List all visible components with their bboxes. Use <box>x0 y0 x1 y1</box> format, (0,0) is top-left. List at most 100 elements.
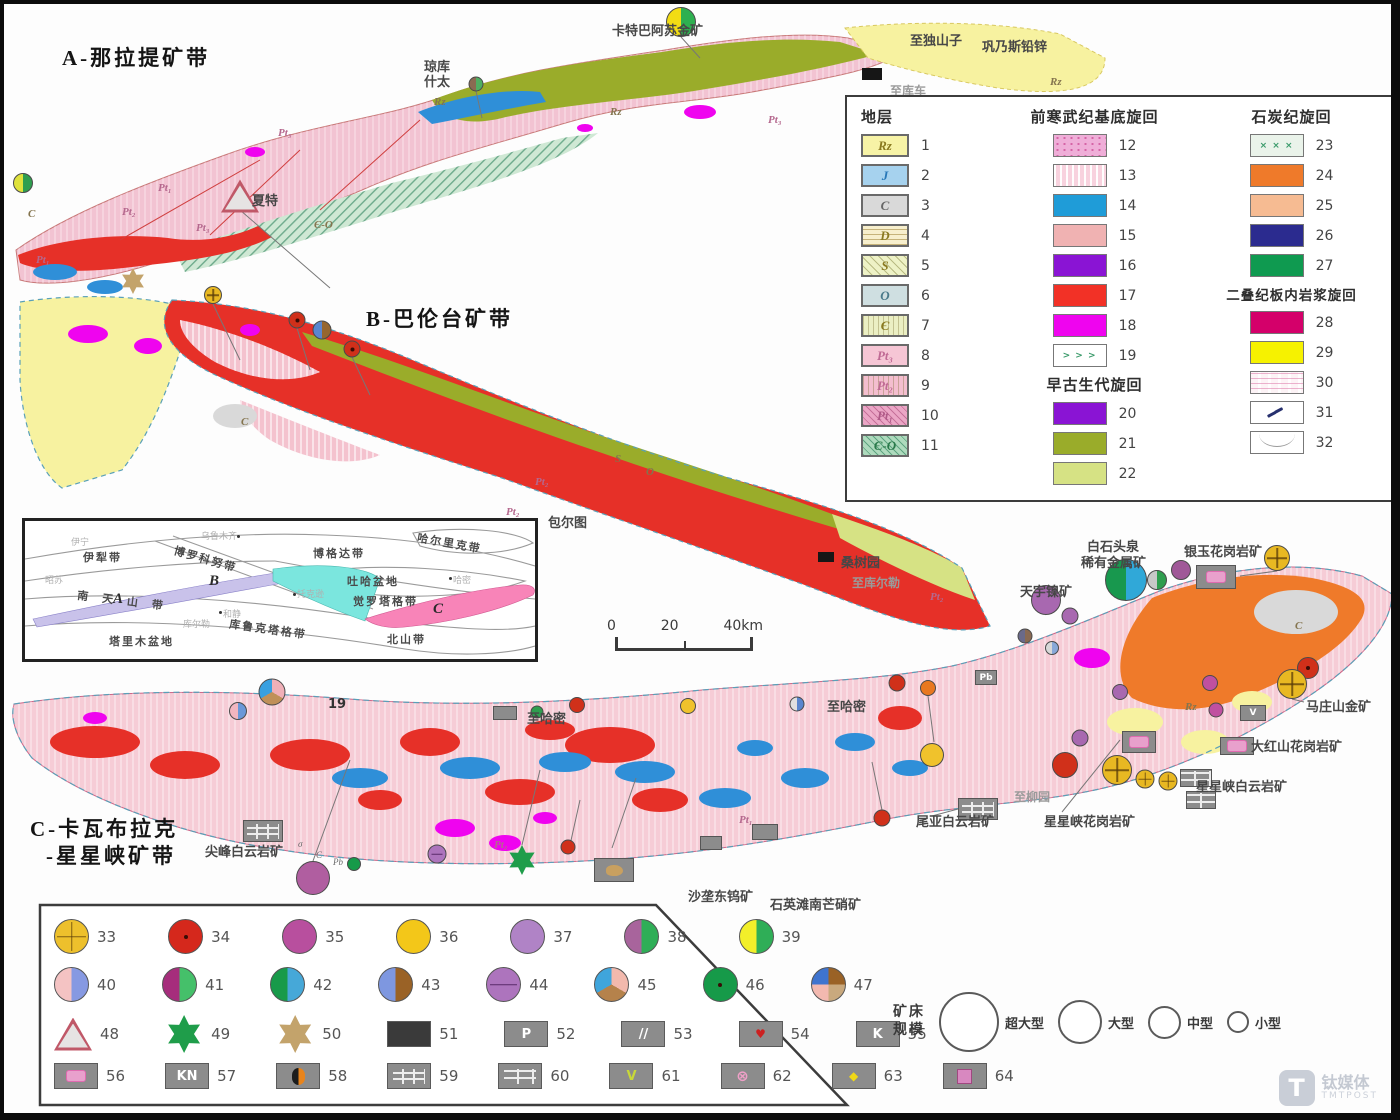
legend-item-14: 14 <box>1052 194 1136 217</box>
unit-label: C <box>1295 620 1303 632</box>
unit-label: O <box>646 466 654 478</box>
inset-band-b: B <box>209 573 220 589</box>
pie-icon <box>396 919 432 954</box>
unit-label: Rz <box>1185 701 1197 713</box>
legend-item-32: 32 <box>1249 431 1333 454</box>
deposit-marker <box>888 674 906 692</box>
inset-tuha-basin: 吐哈盆地 <box>347 576 399 588</box>
label-tianyu-nickel: 天宇镍矿 <box>1020 584 1073 599</box>
legend-item-26: 26 <box>1249 224 1333 247</box>
unit-label: Rz <box>610 106 622 118</box>
symbol-legend-outline <box>38 903 850 1107</box>
legend-swatch <box>1052 284 1107 307</box>
label-yinyu-granite: 银玉花岗岩矿 <box>1184 544 1263 559</box>
unit-label: Pb <box>333 857 343 867</box>
legend-swatch: J <box>861 164 909 187</box>
label-xiate: 夏特 <box>252 193 279 208</box>
deposit-marker <box>229 702 247 720</box>
scale-40km: 40km <box>723 618 763 634</box>
legend-header-early-paleozoic: 早古生代旋回 <box>1046 378 1143 394</box>
legend-item-25: 25 <box>1249 194 1333 217</box>
legend-swatch <box>1249 254 1304 277</box>
industry-symbol <box>752 824 778 840</box>
symbol-35: 35 <box>282 919 344 954</box>
unit-label: Pt₂ <box>535 476 549 488</box>
unit-label: Є-O <box>314 219 333 231</box>
label-to-hami: 至哈密 <box>527 711 567 726</box>
triangle-marker-xiate <box>221 179 259 213</box>
unit-label: Pt₂ <box>122 206 136 218</box>
legend-swatch <box>1249 371 1304 394</box>
deposit-marker <box>1208 702 1224 718</box>
legend-item-29: 29 <box>1249 341 1333 364</box>
deposit-symbol-legend: 33 34 35 36 37 38 39 40 41 42 43 44 45 4… <box>38 903 1014 1108</box>
deposit-marker <box>1071 729 1089 747</box>
legend-item-15: 15 <box>1052 224 1136 247</box>
unit-label: Rz <box>1050 76 1062 88</box>
box-icon-brick <box>387 1063 432 1089</box>
route-symbol <box>862 68 882 80</box>
box-icon-split <box>276 1063 321 1089</box>
symbol-53: //53 <box>621 1021 693 1047</box>
symbol-34: 34 <box>168 919 230 954</box>
legend-item-13: 13 <box>1052 164 1136 187</box>
label-to-dushanzi: 至独山子 <box>910 33 963 48</box>
deposit-marker-tianyu <box>1031 585 1061 615</box>
deposit-scale-key: 矿床 规模 超大型 大型 中型 小型 <box>893 992 1281 1052</box>
symbol-46: 46 <box>702 967 765 1002</box>
box-icon-pill <box>54 1063 98 1089</box>
legend-swatch: Pt₁ <box>861 404 909 427</box>
pie-icon <box>378 967 414 1002</box>
deposit-marker-baishitouquan <box>1105 559 1147 601</box>
inset-city: 和静 <box>223 609 242 619</box>
legend-swatch <box>1052 194 1107 217</box>
legend-item-18: 18 <box>1052 314 1136 337</box>
size-circle <box>939 992 999 1052</box>
inset-city: 哈密 <box>453 575 472 585</box>
pie-icon <box>168 919 204 954</box>
symbol-57: KN 57 <box>165 1063 236 1089</box>
box-icon-k: K <box>855 1021 900 1047</box>
belt-b-title: B-巴伦台矿带 <box>366 307 513 331</box>
label-baishitouquan-line1: 白石头泉 <box>1087 539 1140 554</box>
legend-item-24: 24 <box>1249 164 1333 187</box>
legend-swatch <box>1249 194 1304 217</box>
industry-symbol-pill <box>1196 565 1236 589</box>
deposit-marker <box>204 286 222 304</box>
scale-0: 0 <box>607 618 616 634</box>
inset-band-c: C <box>433 601 444 617</box>
deposit-marker <box>1112 684 1128 700</box>
legend-swatch <box>1052 164 1107 187</box>
deposit-marker <box>1102 755 1132 785</box>
inset-belt-beishan: 北山带 <box>387 634 426 646</box>
label-to-hami: 至哈密 <box>827 699 867 714</box>
symbol-60: 60 <box>498 1063 569 1089</box>
deposit-marker <box>920 743 944 767</box>
deposit-marker <box>1135 769 1155 789</box>
legend-swatch: Є <box>861 314 909 337</box>
legend-item-1: Rz 1 <box>861 134 986 157</box>
symbol-63: ◆ 63 <box>831 1063 903 1089</box>
unit-label: S <box>615 453 622 465</box>
deposit-marker <box>347 857 361 871</box>
pie-icon <box>54 919 89 954</box>
pie-icon <box>162 967 198 1002</box>
symbol-33: 33 <box>54 919 116 954</box>
label-gongnaisi: 巩乃斯铅锌 <box>982 39 1048 54</box>
size-circle <box>1148 1005 1182 1039</box>
triangle-icon <box>54 1017 92 1051</box>
industry-symbol-pill <box>1220 737 1254 755</box>
industry-symbol <box>493 706 517 720</box>
box-icon <box>387 1021 432 1047</box>
inset-belt-bogda: 博格达带 <box>313 548 365 560</box>
label-baoertu: 包尔图 <box>548 515 588 530</box>
unit-label: Pt₃ <box>278 127 292 139</box>
legend-item-27: 27 <box>1249 254 1333 277</box>
label-xingxingxia-dolomite: 星星峡白云岩矿 <box>1196 779 1288 794</box>
